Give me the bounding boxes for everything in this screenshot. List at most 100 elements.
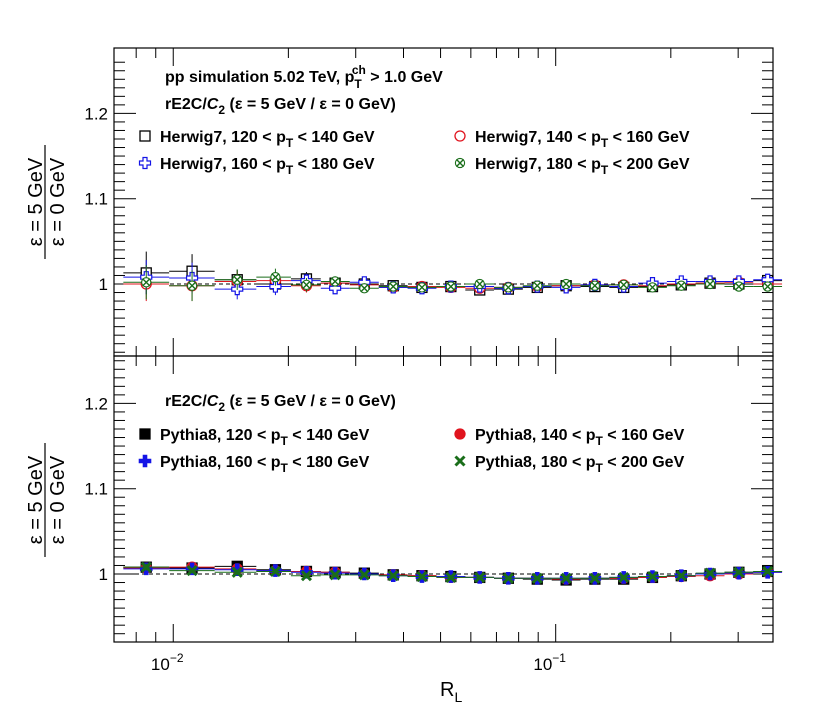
data-point [609, 279, 639, 291]
legend-entry-4: Herwig7, 180 < pT < 200 GeV [454, 156, 690, 177]
filled-x-marker [474, 571, 486, 583]
open-x-marker [704, 278, 716, 290]
legend-label: Herwig7, 120 < pT < 140 GeV [160, 129, 375, 150]
data-point [494, 282, 523, 293]
open-x-marker [762, 281, 773, 292]
plot-frame [113, 355, 774, 643]
filled-x-marker [269, 565, 281, 578]
data-point [609, 571, 639, 583]
data-point [169, 565, 215, 577]
legend-filled-square-icon [139, 428, 151, 440]
open-x-marker [618, 279, 629, 291]
data-point [695, 567, 725, 579]
data-point [123, 561, 170, 573]
data-point [407, 570, 437, 583]
legend-label: Herwig7, 180 < pT < 200 GeV [475, 156, 690, 177]
data-point [522, 280, 552, 291]
open-x-marker [474, 278, 485, 290]
filled-x-marker [387, 570, 399, 582]
open-cross-marker [269, 280, 282, 293]
legend-filled-circle-icon [454, 428, 466, 440]
y-axis-numerator: ε = 5 GeV [25, 157, 47, 246]
filled-x-marker [646, 570, 659, 583]
y-tick-label: 1 [99, 275, 108, 294]
x-tick-label: 10−1 [533, 651, 566, 674]
y-tick-label: 1.2 [84, 104, 108, 123]
data-point [214, 566, 257, 578]
data-point [123, 265, 170, 300]
data-point [753, 565, 783, 578]
y-tick-label: 1.1 [84, 190, 108, 209]
data-point [494, 572, 523, 584]
filled-x-marker [531, 572, 543, 584]
open-x-marker [532, 280, 543, 291]
legend-label: Pythia8, 180 < pT < 200 GeV [475, 454, 685, 475]
filled-x-marker [733, 566, 745, 578]
annotation-2: rE2C/C2 (ε = 5 GeV / ε = 0 GeV) [165, 96, 396, 117]
open-x-marker [733, 281, 745, 292]
y-tick-label: 1.2 [84, 394, 108, 413]
open-x-marker [503, 282, 514, 293]
plot-panels: 1 1.1 1.2 pp simulation 5.02 TeV, pTch > 1.… [25, 47, 783, 705]
data-point [695, 278, 725, 290]
open-x-marker [359, 283, 370, 294]
open-x-marker [589, 280, 601, 291]
data-point [320, 569, 350, 581]
open-x-marker [445, 281, 457, 292]
y-axis-title: ε = 5 GeV ε = 0 GeV [25, 145, 69, 259]
data-point [465, 571, 495, 583]
filled-x-marker [560, 572, 572, 584]
filled-x-marker [140, 561, 152, 573]
open-x-marker [647, 282, 658, 293]
data-point [349, 283, 379, 294]
data-point [320, 276, 350, 287]
data-point [436, 281, 466, 292]
legend-label: Pythia8, 140 < pT < 160 GeV [475, 427, 685, 448]
y-axis-numerator: ε = 5 GeV [25, 455, 47, 544]
filled-x-marker [231, 566, 243, 578]
legend-entry-3: Pythia8, 160 < pT < 180 GeV [138, 454, 370, 475]
data-point [724, 281, 754, 292]
legend-open-circle-icon [454, 130, 466, 142]
data-point [290, 278, 321, 292]
filled-x-marker [358, 569, 370, 581]
data-point [580, 572, 610, 584]
data-point [666, 570, 696, 582]
open-x-marker [186, 280, 198, 291]
open-x-marker [232, 274, 243, 285]
filled-x-marker [416, 570, 428, 583]
legend-filled-cross-icon [138, 454, 152, 468]
data-point [551, 572, 581, 584]
legend-open-cross-icon [138, 156, 152, 170]
data-point [753, 281, 783, 292]
legend-label: Pythia8, 160 < pT < 180 GeV [160, 454, 370, 475]
data-point [349, 569, 379, 581]
legend-entry-3: Herwig7, 160 < pT < 180 GeV [138, 156, 375, 177]
filled-x-marker [445, 571, 457, 583]
legend-entry-2: Herwig7, 140 < pT < 160 GeV [454, 129, 690, 150]
data-point [580, 280, 610, 291]
filled-x-marker [502, 572, 514, 584]
y-tick-label: 1.1 [84, 480, 108, 499]
y-tick-label: 1 [99, 565, 108, 584]
legend-entry-2: Pythia8, 140 < pT < 160 GeV [454, 427, 685, 448]
filled-x-marker [618, 571, 630, 583]
annotation-1: pp simulation 5.02 TeV, pTch > 1.0 GeV [165, 63, 443, 91]
data-point [378, 281, 408, 292]
y-axis-denominator: ε = 0 GeV [47, 157, 69, 246]
filled-x-marker [300, 570, 313, 582]
data-point [724, 566, 754, 578]
y-axis-title: ε = 5 GeV ε = 0 GeV [25, 443, 69, 557]
open-x-marker [561, 278, 572, 290]
open-x-marker [141, 277, 152, 288]
filled-x-marker [704, 567, 716, 579]
x-axis-title: RL [440, 679, 462, 705]
data-point [522, 572, 552, 584]
open-cross-marker [329, 282, 342, 295]
series-4 [123, 265, 783, 302]
data-point [666, 280, 696, 291]
data-point [551, 278, 581, 290]
legend-filled-x-icon [454, 455, 466, 467]
filled-x-marker [675, 570, 687, 582]
